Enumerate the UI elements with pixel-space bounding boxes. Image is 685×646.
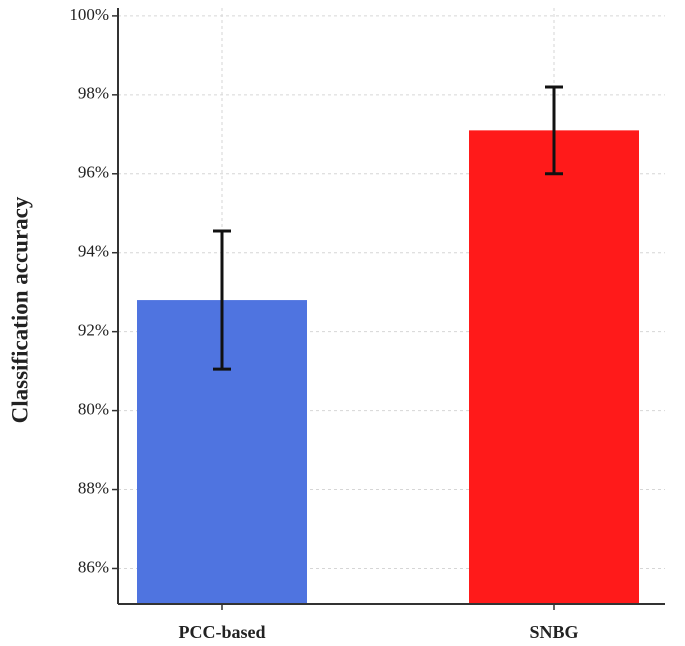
x-tick-label: SNBG xyxy=(529,622,578,642)
y-tick-label: 100% xyxy=(69,5,109,24)
y-tick-label: 92% xyxy=(78,321,109,340)
y-tick-label: 80% xyxy=(78,400,109,419)
y-tick-label: 86% xyxy=(78,557,109,576)
y-tick-label: 98% xyxy=(78,84,109,103)
y-tick-label: 88% xyxy=(78,478,109,497)
y-tick-label: 96% xyxy=(78,163,109,182)
x-tick-label: PCC-based xyxy=(178,622,265,642)
bar xyxy=(469,130,639,605)
y-tick-label: 94% xyxy=(78,242,109,261)
y-axis-label: Classification accuracy xyxy=(7,196,32,423)
